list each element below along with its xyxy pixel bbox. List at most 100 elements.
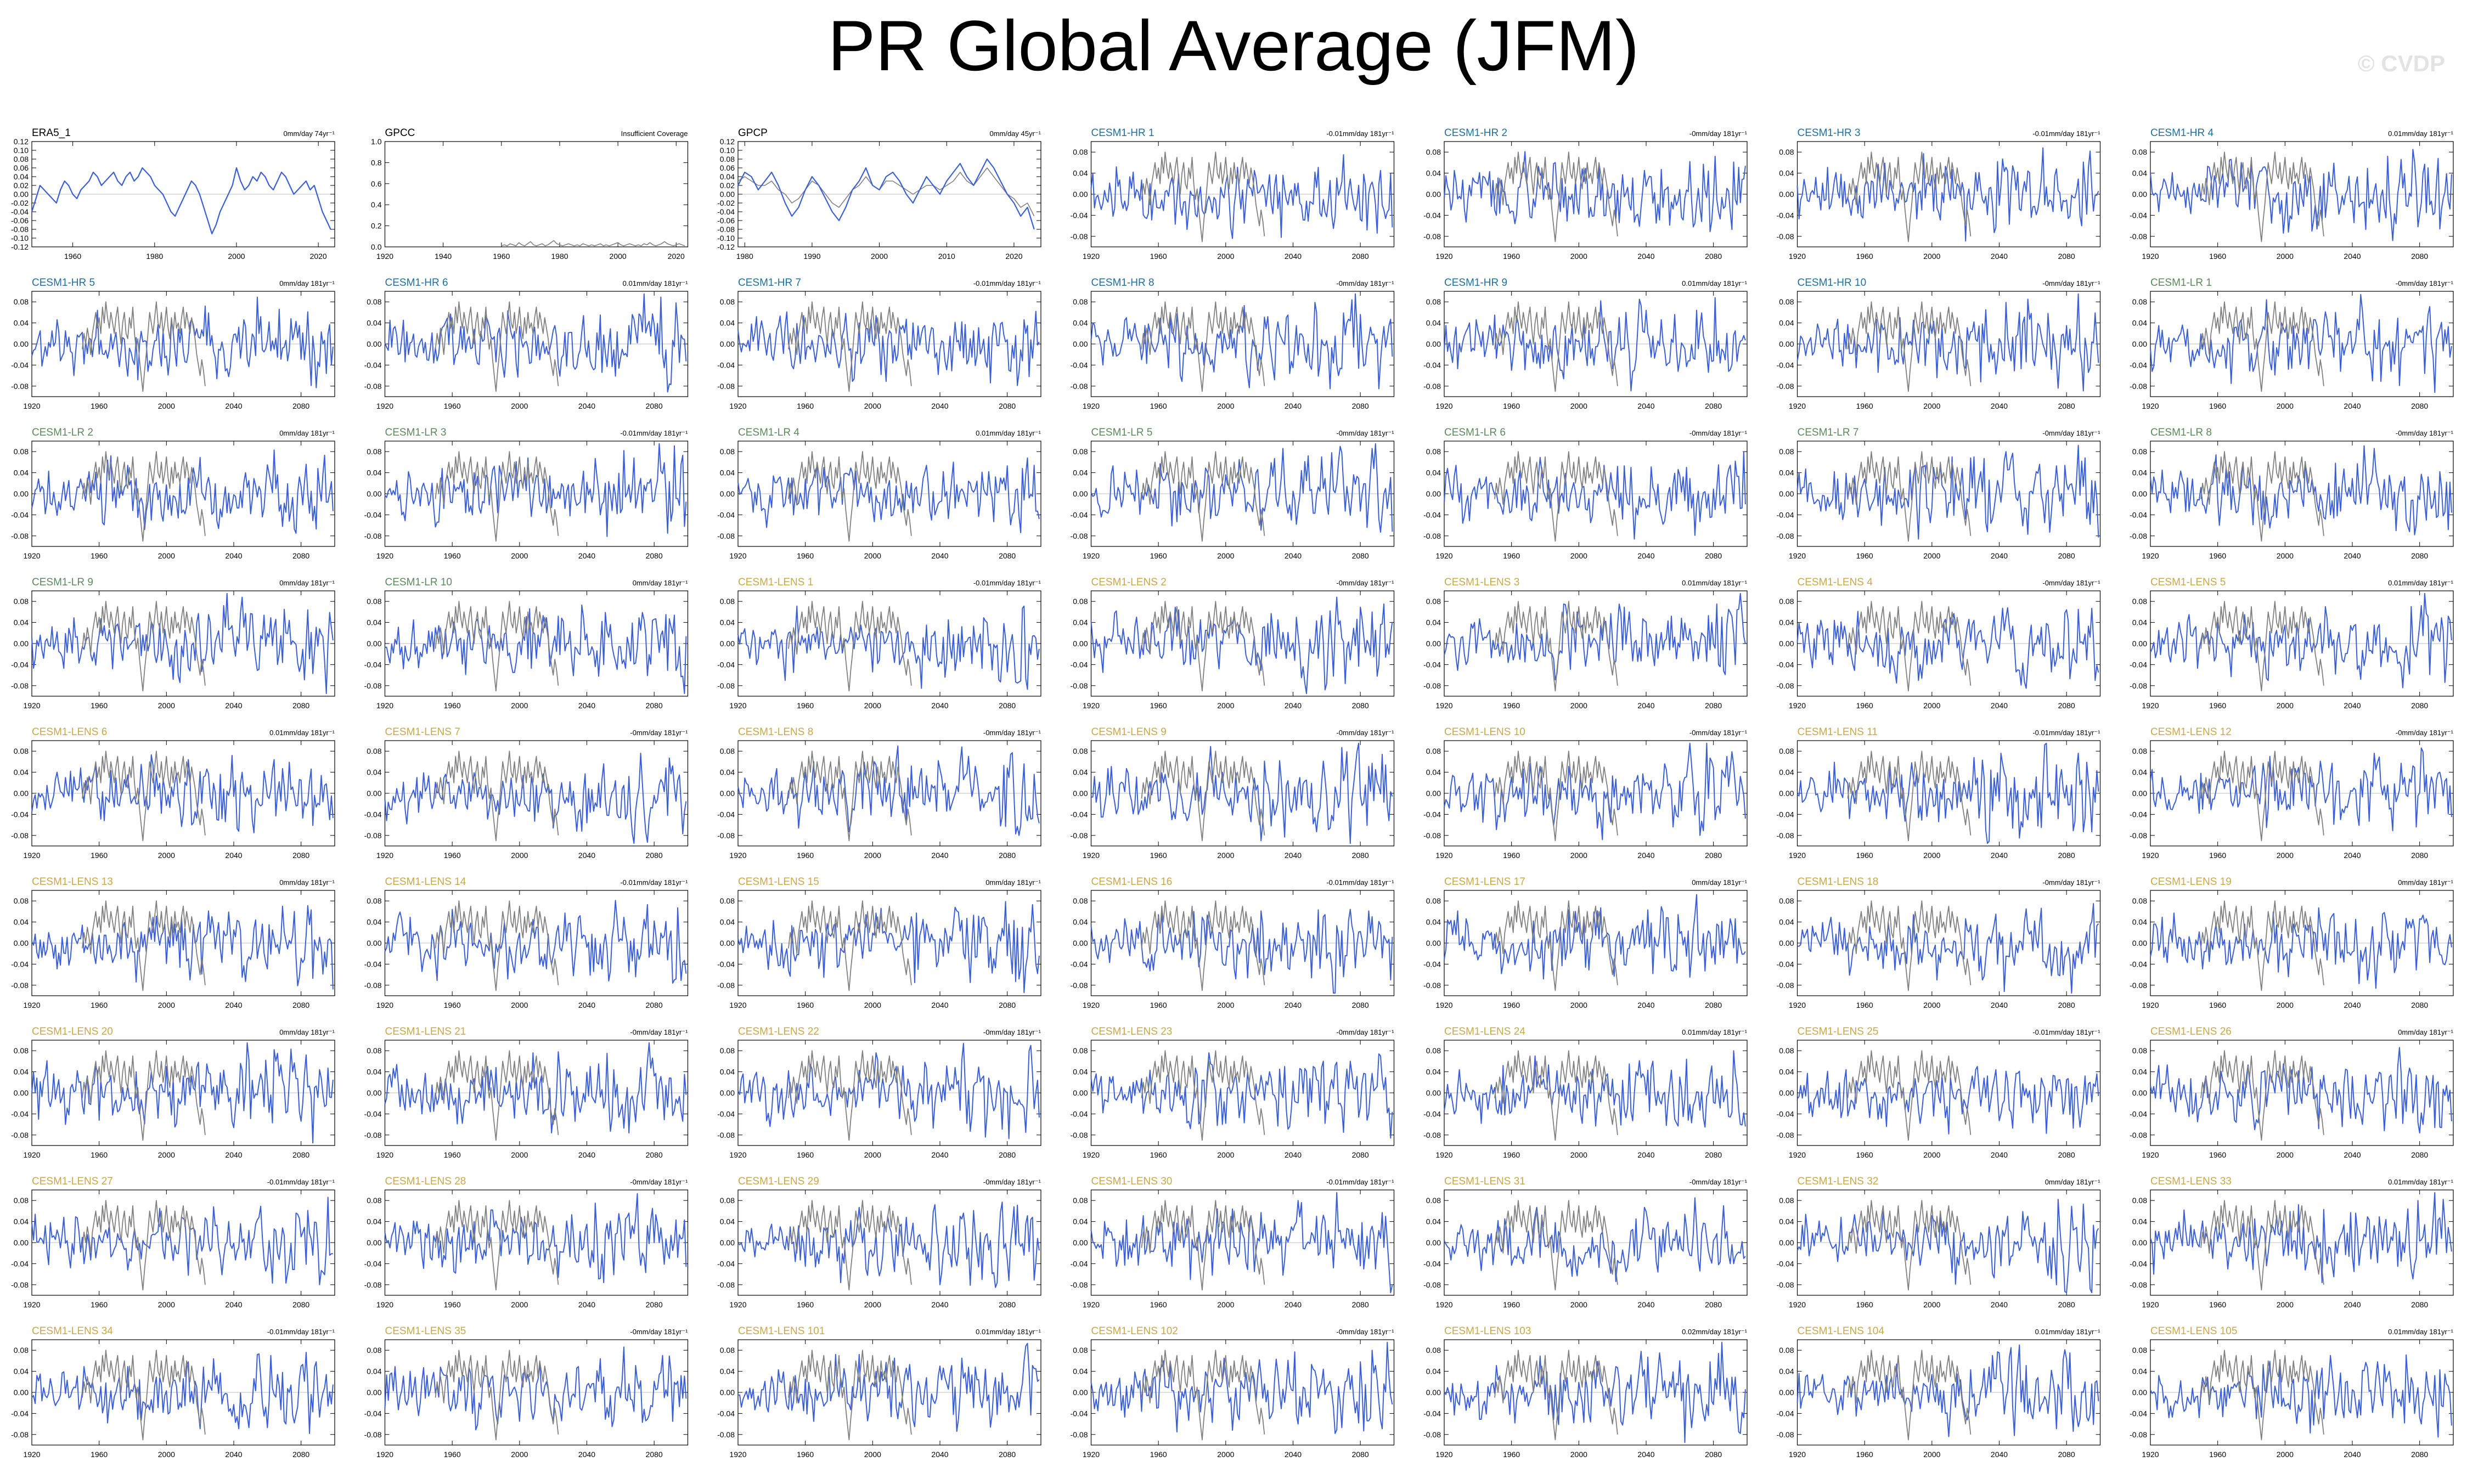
x-tick-label: 1960	[1150, 1001, 1167, 1009]
y-tick-label: -0.04	[11, 1109, 29, 1118]
panel-31: CESM1-LENS 8 -0mm/day 181yr⁻¹ 0.08 0.04 0.00…	[717, 726, 1041, 860]
obs-series-line	[1847, 1050, 1972, 1141]
panel-title: CESM1-LENS 31	[1444, 1176, 1525, 1187]
x-tick-label: 1960	[91, 851, 108, 860]
y-tick-label: -0.08	[1071, 831, 1088, 840]
x-tick-label: 1960	[2209, 551, 2226, 560]
y-tick-label: 0.00	[720, 789, 735, 798]
y-tick-label: -0.08	[1071, 382, 1088, 391]
x-tick-label: 1920	[23, 1450, 40, 1459]
x-tick-label: 1960	[797, 1450, 814, 1459]
x-tick-label: 1920	[2142, 1001, 2159, 1009]
y-tick-label: -0.12	[717, 242, 735, 251]
y-tick-label: 0.08	[1779, 747, 1794, 755]
y-tick-label: 0.04	[720, 172, 735, 181]
panel-title: CESM1-LR 4	[738, 427, 799, 438]
x-tick-label: 2000	[1923, 1150, 1940, 1159]
panel-title: CESM1-LENS 20	[32, 1026, 113, 1037]
x-tick-label: 1960	[444, 1450, 461, 1459]
x-tick-label: 2000	[1217, 701, 1234, 710]
y-tick-label: 0.00	[720, 489, 735, 498]
y-tick-label: 0.04	[1426, 1367, 1441, 1376]
x-tick-label: 2040	[1637, 1001, 1654, 1009]
panel-title: CESM1-LR 3	[385, 427, 447, 438]
panel-3: GPCP 0mm/day 45yr⁻¹0.120.100.080.060.040.…	[717, 127, 1041, 261]
x-tick-label: 2040	[225, 1001, 242, 1009]
x-tick-label: 2000	[2277, 851, 2294, 860]
obs-series-line	[1494, 301, 1618, 392]
x-tick-label: 2040	[2344, 252, 2361, 261]
x-tick-label: 1920	[729, 701, 746, 710]
panel-title: CESM1-LR 8	[2150, 427, 2212, 438]
panel-title: CESM1-LENS 18	[1798, 876, 1879, 888]
x-tick-label: 1980	[146, 252, 163, 261]
x-tick-label: 2080	[292, 851, 309, 860]
panel-trend-annotation: 0mm/day 181yr⁻¹	[2045, 1178, 2100, 1186]
y-tick-label: 0.00	[14, 1238, 29, 1247]
y-tick-label: 0.04	[720, 618, 735, 627]
y-tick-label: 0.08	[1779, 1196, 1794, 1205]
y-tick-label: -0.04	[1777, 660, 1794, 669]
x-tick-label: 2040	[1637, 701, 1654, 710]
y-tick-label: 0.04	[14, 172, 29, 181]
y-tick-label: 0.00	[14, 340, 29, 348]
panel-15: CESM1-LR 2 0mm/day 181yr⁻¹ 0.08 0.04 0.00 -0.…	[11, 427, 335, 560]
panel-title: CESM1-LENS 104	[1798, 1325, 1885, 1337]
obs-series-line	[788, 751, 912, 842]
model-series-line	[2150, 294, 2452, 393]
x-tick-label: 1920	[2142, 1450, 2159, 1459]
x-tick-label: 2000	[2277, 1150, 2294, 1159]
x-tick-label: 2080	[646, 701, 663, 710]
y-tick-label: 0.00	[1426, 789, 1441, 798]
x-tick-label: 1960	[2209, 1001, 2226, 1009]
panel-60: CESM1-LENS 102 -0mm/day 181yr⁻¹ 0.08 0.04 0.…	[1071, 1325, 1395, 1459]
x-tick-label: 2040	[2344, 1150, 2361, 1159]
obs-series-line	[1494, 751, 1618, 842]
x-tick-label: 2080	[646, 1450, 663, 1459]
x-tick-label: 1920	[2142, 1300, 2159, 1309]
y-tick-label: -0.04	[1777, 1109, 1794, 1118]
panel-trend-annotation: 0mm/day 45yr⁻¹	[989, 129, 1041, 138]
y-tick-label: -0.04	[2130, 211, 2147, 219]
x-tick-label: 1960	[91, 1450, 108, 1459]
x-tick-label: 2000	[864, 551, 881, 560]
y-tick-label: 0.08	[2132, 1346, 2147, 1355]
y-tick-label: -0.08	[364, 681, 382, 690]
y-tick-label: 0.08	[1073, 148, 1088, 156]
y-tick-label: 0.00	[14, 1088, 29, 1097]
panel-26: CESM1-LENS 3 0.01mm/day 181yr⁻¹ 0.08 0.04 0.…	[1423, 577, 1748, 710]
x-tick-label: 2080	[1705, 851, 1722, 860]
x-tick-label: 2080	[999, 1450, 1016, 1459]
x-tick-label: 2000	[2277, 551, 2294, 560]
x-tick-label: 2080	[999, 1300, 1016, 1309]
panel-49: CESM1-LENS 26 0mm/day 181yr⁻¹ 0.08 0.04 0.00…	[2130, 1026, 2454, 1159]
model-series-line	[385, 604, 687, 695]
obs-series-line	[1494, 151, 1618, 242]
obs-series-line	[788, 1200, 912, 1291]
y-tick-label: 0.04	[720, 319, 735, 328]
y-tick-label: 0.08	[367, 896, 381, 905]
y-tick-label: -0.08	[364, 831, 382, 840]
y-tick-label: 0.04	[2132, 169, 2147, 178]
panel-52: CESM1-LENS 29 -0mm/day 181yr⁻¹ 0.08 0.04 0.0…	[717, 1176, 1041, 1309]
y-tick-label: 0.04	[1779, 169, 1794, 178]
panel-27: CESM1-LENS 4 -0mm/day 181yr⁻¹ 0.08 0.04 0.00…	[1777, 577, 2101, 710]
x-tick-label: 2040	[1637, 1300, 1654, 1309]
y-tick-label: 0.08	[2132, 1046, 2147, 1055]
obs-series-line	[435, 1350, 559, 1441]
x-tick-label: 2080	[1352, 1300, 1369, 1309]
watermark: © CVDP	[2357, 50, 2445, 76]
y-tick-label: 0.04	[367, 1367, 381, 1376]
y-tick-label: -0.12	[11, 242, 29, 251]
model-series-line	[737, 158, 1035, 230]
y-tick-label: 0.00	[1073, 190, 1088, 199]
x-tick-label: 1960	[1503, 1150, 1520, 1159]
panel-title: CESM1-LENS 13	[32, 876, 113, 888]
panel-50: CESM1-LENS 27 -0.01mm/day 181yr⁻¹ 0.08 0.04…	[11, 1176, 335, 1309]
x-tick-label: 1960	[444, 701, 461, 710]
x-tick-label: 1920	[376, 1001, 393, 1009]
obs-series-line	[2200, 301, 2324, 392]
x-tick-label: 2040	[1285, 701, 1302, 710]
y-tick-label: 0.00	[720, 1088, 735, 1097]
y-tick-label: 0.08	[1426, 597, 1441, 606]
